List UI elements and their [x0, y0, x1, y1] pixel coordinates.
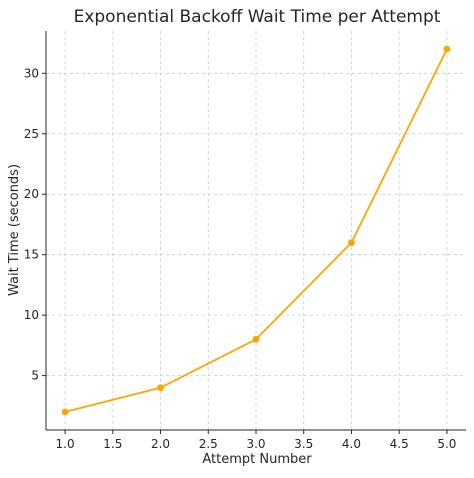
y-tick-label: 30: [24, 66, 39, 80]
x-tick-label: 4.0: [342, 437, 361, 451]
x-tick-label: 3.5: [294, 437, 313, 451]
x-tick-label: 2.5: [199, 437, 218, 451]
y-tick-label: 5: [31, 369, 39, 383]
chart-title: Exponential Backoff Wait Time per Attemp…: [74, 7, 441, 27]
data-point: [157, 384, 164, 392]
data-point: [348, 239, 355, 246]
y-tick-label: 10: [24, 308, 39, 322]
data-series: [61, 45, 451, 416]
x-tick-label: 4.5: [390, 437, 409, 451]
x-tick-label: 2.0: [151, 437, 170, 451]
y-axis-label: Wait Time (seconds): [7, 164, 22, 296]
grid-lines: [46, 31, 466, 430]
x-tick-label: 1.5: [103, 437, 122, 451]
x-tick-label: 5.0: [437, 437, 456, 451]
tick-labels: 1.0 1.5 2.0 2.5 3.0 3.5 4.0 4.5 5.0 5 10 15 20 25 30: [24, 66, 457, 451]
data-point: [252, 335, 260, 343]
data-point: [443, 45, 451, 53]
x-tick-label: 1.0: [56, 437, 75, 451]
data-point: [61, 408, 69, 416]
y-tick-label: 20: [24, 187, 39, 201]
y-tick-label: 15: [24, 248, 39, 262]
y-tick-label: 25: [24, 127, 39, 141]
x-tick-label: 3.0: [246, 437, 265, 451]
x-axis-label: Attempt Number: [202, 452, 312, 467]
